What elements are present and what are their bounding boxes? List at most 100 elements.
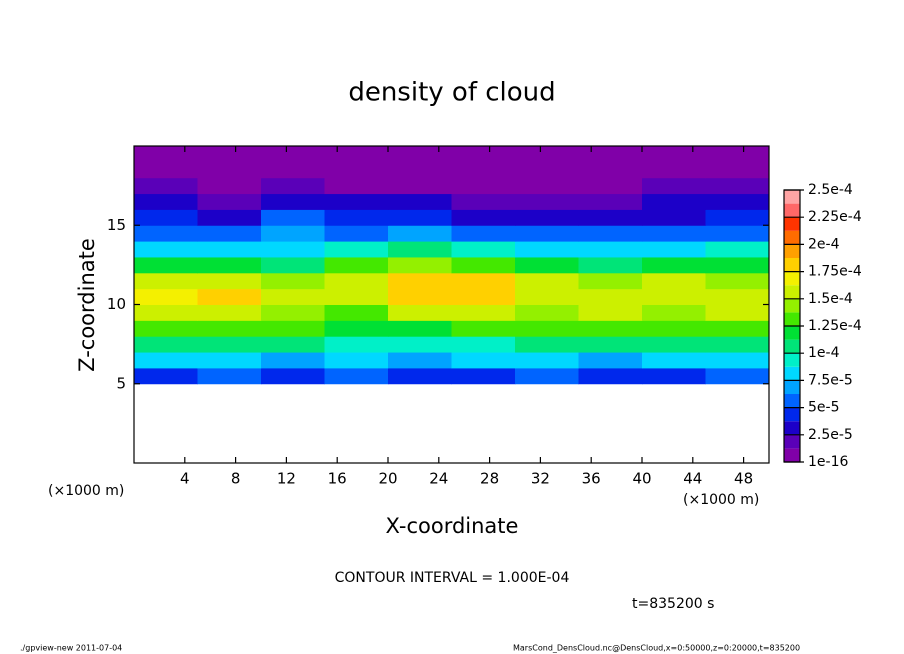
- field-cell: [642, 256, 706, 274]
- field-cell: [134, 367, 198, 385]
- field-cell: [324, 225, 389, 242]
- field-cell: [134, 288, 198, 305]
- field-cell: [134, 177, 198, 195]
- field-cell: [197, 209, 262, 226]
- field-cell: [388, 177, 452, 195]
- time-label: t=835200 s: [632, 596, 714, 612]
- field-cell: [515, 352, 579, 369]
- field-cell: [451, 272, 516, 290]
- field-cell: [451, 352, 516, 369]
- field-cell: [261, 241, 325, 258]
- field-cell: [388, 288, 452, 305]
- field-cell: [578, 161, 643, 179]
- colorbar-swatch: [784, 285, 800, 299]
- colorbar-label: 2.25e-4: [808, 209, 862, 225]
- field-cell: [515, 209, 579, 226]
- field-cell: [134, 161, 198, 179]
- field-cell: [261, 272, 325, 290]
- colorbar-label: 1.5e-4: [808, 291, 853, 307]
- field-cell: [134, 272, 198, 290]
- field-cell: [197, 146, 262, 163]
- field-cell: [642, 193, 706, 210]
- field-cell: [515, 193, 579, 210]
- field-cell: [578, 288, 643, 305]
- field-cell: [578, 320, 643, 337]
- field-cell: [705, 256, 770, 274]
- field-cell: [451, 193, 516, 210]
- field-cell: [451, 161, 516, 179]
- field-cell: [324, 304, 389, 321]
- field-cell: [578, 177, 643, 195]
- colorbar-swatch: [784, 203, 800, 218]
- field-cell: [515, 225, 579, 242]
- field-cell: [134, 336, 198, 353]
- field-cell: [451, 288, 516, 305]
- field-cell: [705, 209, 770, 226]
- field-cell: [197, 256, 262, 274]
- footer-right: MarsCond_DensCloud.nc@DensCloud,x=0:5000…: [513, 644, 800, 653]
- y-tick-label: 10: [107, 295, 126, 313]
- field-cell: [642, 209, 706, 226]
- field-cell: [388, 256, 452, 274]
- field-cell: [324, 336, 389, 353]
- field-cell: [515, 256, 579, 274]
- field-cell: [388, 146, 452, 163]
- colorbar-swatch: [784, 312, 800, 326]
- field-cell: [324, 256, 389, 274]
- colorbar-swatch: [784, 394, 800, 408]
- field-cell: [388, 241, 452, 258]
- field-cell: [578, 272, 643, 290]
- colorbar-swatch: [784, 298, 800, 313]
- field-cell: [515, 146, 579, 163]
- field-cell: [642, 367, 706, 385]
- field-cell: [261, 209, 325, 226]
- field-cell: [388, 304, 452, 321]
- field-cell: [642, 288, 706, 305]
- x-tick-label: 28: [480, 470, 499, 488]
- colorbar-swatch: [784, 244, 800, 258]
- field-cell: [197, 272, 262, 290]
- field-cell: [515, 367, 579, 385]
- colorbar-label: 1.75e-4: [808, 264, 862, 280]
- x-tick-label: 12: [277, 470, 296, 488]
- field-cell: [134, 225, 198, 242]
- field-cell: [324, 177, 389, 195]
- x-tick-label: 32: [531, 470, 550, 488]
- field-cell: [261, 320, 325, 337]
- field-cell: [261, 146, 325, 163]
- field-cell: [705, 320, 770, 337]
- field-cell: [324, 288, 389, 305]
- colorbar-swatch: [784, 421, 800, 435]
- field-cell: [324, 161, 389, 179]
- field-cell: [642, 161, 706, 179]
- x-tick-label: 8: [231, 470, 241, 488]
- field-cell: [515, 272, 579, 290]
- field-cell: [388, 209, 452, 226]
- field-cell: [705, 161, 770, 179]
- field-cell: [578, 241, 643, 258]
- colorbar-swatch: [784, 380, 800, 394]
- field-cell: [451, 146, 516, 163]
- field-cell: [197, 352, 262, 369]
- field-cell: [705, 241, 770, 258]
- field-cell: [261, 193, 325, 210]
- field-cell: [642, 304, 706, 321]
- colorbar-swatch: [784, 366, 800, 381]
- field-cell: [197, 161, 262, 179]
- field-cell: [642, 177, 706, 195]
- field-cell: [197, 304, 262, 321]
- field-cell: [451, 367, 516, 385]
- field-cell: [642, 272, 706, 290]
- field-cell: [578, 225, 643, 242]
- field-cell: [324, 272, 389, 290]
- field-cell: [578, 336, 643, 353]
- field-cell: [705, 225, 770, 242]
- field-cell: [388, 320, 452, 337]
- colorbar-label: 5e-5: [808, 400, 839, 416]
- colorbar-label: 2.5e-5: [808, 427, 853, 443]
- field-cell: [642, 241, 706, 258]
- x-tick-label: 40: [632, 470, 651, 488]
- field-cell: [642, 352, 706, 369]
